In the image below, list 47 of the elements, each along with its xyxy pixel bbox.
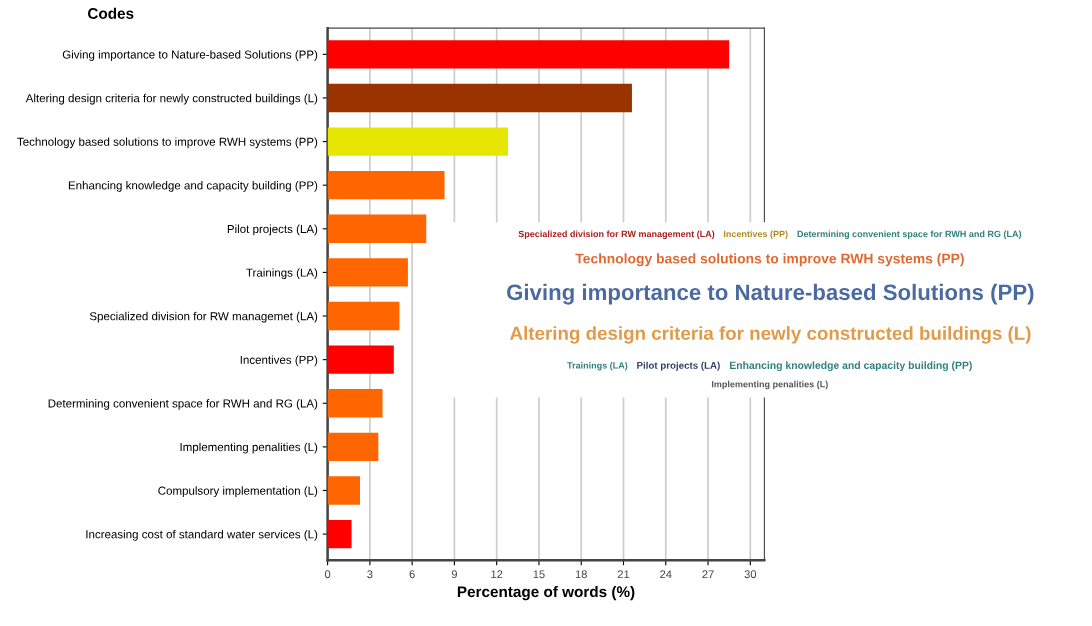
- annotation: Giving importance to Nature-based Solutions (PP): [507, 283, 1034, 305]
- bar: [327, 432, 379, 462]
- y-tick-label: Pilot projects (LA): [227, 224, 318, 236]
- annotation: Implementing penalities (L): [711, 380, 828, 390]
- x-tick-label: 15: [533, 570, 545, 579]
- annotation: Altering design criteria for newly constructed buildings (L): [510, 326, 1031, 344]
- x-tick-label: 3: [367, 570, 373, 579]
- annotation: Technology based solutions to improve RWH systems (PP): [575, 253, 964, 267]
- bar: [327, 40, 730, 69]
- x-tick-label: 0: [324, 570, 331, 579]
- y-tick-label: Specialized division for RW managemet (LA): [89, 311, 318, 323]
- bar: [327, 389, 383, 418]
- text: Codes: [87, 7, 134, 19]
- y-tick-label: Trainings (LA): [246, 268, 318, 279]
- bar: [327, 345, 394, 374]
- y-tick-label: Giving importance to Nature-based Solutions (PP): [62, 50, 318, 61]
- bar: [327, 519, 352, 549]
- x-tick-label: 18: [575, 570, 587, 579]
- x-tick-label: 6: [409, 570, 415, 579]
- bar: [327, 301, 400, 331]
- text: Determining convenient space for RWH and RG (LA): [797, 230, 1022, 239]
- x-tick-label: 30: [744, 570, 757, 579]
- annotation: Incentives (PP): [723, 230, 788, 239]
- y-tick-label: Increasing cost of standard water services (L): [86, 529, 318, 541]
- x-tick-label: 9: [451, 570, 457, 579]
- x-tick-label: 21: [617, 570, 630, 579]
- bar: [327, 83, 632, 113]
- annotation: Enhancing knowledge and capacity building (PP): [729, 361, 972, 372]
- annotation: Pilot projects (LA): [637, 361, 720, 371]
- y-tick-label: Implementing penalities (L): [180, 442, 318, 454]
- annotation: Trainings (LA): [567, 361, 628, 371]
- bar: [327, 171, 445, 200]
- y-tick-label: Compulsory implementation (L): [158, 486, 318, 498]
- x-tick-label: 24: [660, 570, 672, 579]
- y-tick-label: Enhancing knowledge and capacity building (PP): [68, 181, 318, 192]
- x-tick-label: 27: [702, 570, 714, 579]
- bar: [327, 127, 508, 156]
- bar: [327, 476, 361, 505]
- y-tick-label: Altering design criteria for newly constructed buildings (L): [25, 93, 318, 105]
- bar: [327, 214, 427, 243]
- annotation: Specialized division for RW management (LA): [518, 230, 715, 239]
- x-axis-title: Percentage of words (%): [457, 585, 635, 601]
- y-tick-label: Determining convenient space for RWH and RG (LA): [48, 399, 318, 410]
- x-tick-label: 12: [491, 570, 503, 579]
- bar: [327, 258, 408, 287]
- y-tick-label: Incentives (PP): [240, 355, 318, 367]
- y-tick-label: Technology based solutions to improve RWH systems (PP): [17, 137, 318, 149]
